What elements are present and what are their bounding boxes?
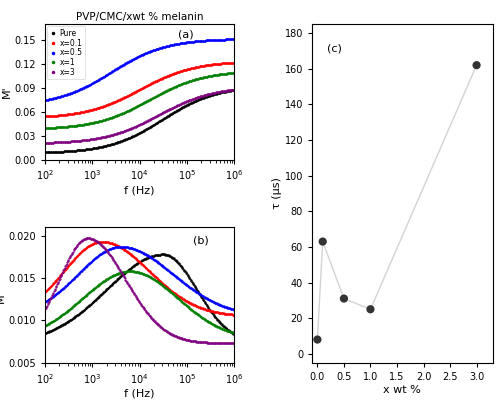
x=0.1	[158, 77, 164, 81]
x=0.5	[214, 37, 220, 42]
x=0.5	[42, 98, 48, 102]
Point	[318, 238, 326, 245]
x=0.5	[202, 38, 207, 43]
Y-axis label: M': M'	[2, 85, 12, 98]
x=3	[232, 87, 237, 92]
Pure	[42, 150, 48, 155]
Pure	[154, 120, 160, 125]
x=0.5	[158, 45, 164, 50]
Point	[314, 337, 322, 343]
X-axis label: x wt %: x wt %	[384, 384, 421, 395]
x=0.5	[42, 98, 48, 102]
Y-axis label: τ (μs): τ (μs)	[272, 177, 282, 210]
Pure	[155, 120, 161, 125]
x=0.1	[232, 60, 237, 65]
x=3	[154, 113, 160, 118]
Line: Pure: Pure	[44, 89, 236, 153]
x=0.5	[155, 46, 161, 51]
Pure	[158, 118, 164, 123]
x=3	[42, 140, 48, 145]
Title: PVP/CMC/xwt % melanin: PVP/CMC/xwt % melanin	[76, 12, 204, 22]
Line: x=3: x=3	[44, 89, 236, 143]
x=1	[202, 75, 207, 79]
Text: (b): (b)	[193, 235, 208, 245]
x=1	[232, 71, 237, 75]
x=1	[158, 91, 164, 96]
x=0.1	[154, 78, 160, 83]
Text: (c): (c)	[326, 43, 342, 53]
x=3	[202, 93, 207, 98]
x=3	[42, 140, 48, 145]
Y-axis label: M'': M''	[0, 287, 6, 303]
X-axis label: f (Hz): f (Hz)	[124, 388, 155, 398]
x=0.1	[202, 63, 207, 68]
Line: x=0.5: x=0.5	[44, 38, 236, 101]
Pure	[42, 150, 48, 155]
x=0.1	[214, 62, 220, 66]
Text: (a): (a)	[178, 30, 193, 40]
Pure	[232, 87, 237, 92]
Line: x=1: x=1	[44, 72, 236, 129]
x=0.1	[42, 114, 48, 119]
Pure	[202, 95, 207, 100]
x=3	[158, 111, 164, 116]
x=0.1	[42, 114, 48, 119]
Point	[340, 295, 348, 302]
x=0.5	[154, 46, 160, 51]
x=1	[214, 73, 220, 77]
Legend: Pure, x=0.1, x=0.5, x=1, x=3: Pure, x=0.1, x=0.5, x=1, x=3	[48, 27, 85, 79]
Point	[366, 306, 374, 312]
X-axis label: f (Hz): f (Hz)	[124, 185, 155, 195]
x=1	[42, 126, 48, 131]
Line: x=0.1: x=0.1	[44, 62, 236, 117]
x=1	[155, 93, 161, 98]
x=3	[214, 90, 220, 95]
x=1	[154, 93, 160, 98]
x=0.1	[155, 78, 161, 83]
Pure	[214, 91, 220, 96]
x=0.5	[232, 37, 237, 42]
x=3	[155, 113, 161, 118]
x=1	[42, 126, 48, 131]
Point	[472, 62, 480, 69]
